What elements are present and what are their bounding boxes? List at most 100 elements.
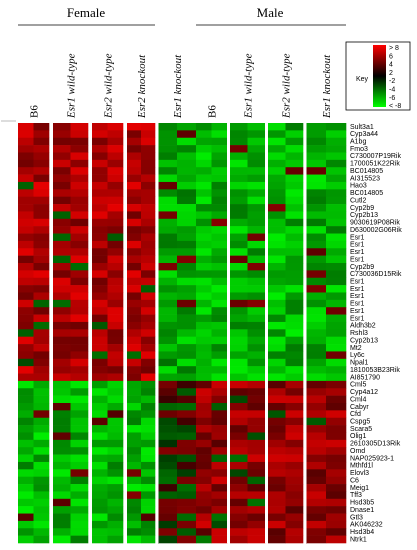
heatmap-cell [230, 307, 248, 315]
heatmap-cell [326, 447, 347, 455]
heatmap-cell [306, 403, 327, 411]
heatmap-cell [33, 373, 50, 382]
heatmap-cell [92, 204, 108, 212]
heatmap-cell [211, 417, 228, 426]
heatmap-cell [326, 351, 347, 360]
heatmap-cell [247, 167, 266, 175]
heatmap-cell [33, 277, 50, 286]
gene-label: A1bg [350, 138, 366, 145]
heatmap-cell [268, 240, 286, 249]
heatmap-cell [107, 181, 124, 190]
heatmap-cell [158, 461, 178, 470]
heatmap-cell [211, 454, 228, 463]
heatmap-cell [230, 366, 248, 374]
gene-label: Mthfd1l [350, 463, 373, 470]
heatmap-cell [33, 285, 50, 293]
heatmap-cell [306, 292, 327, 301]
heatmap-cell [196, 535, 212, 544]
heatmap-cell [177, 270, 197, 279]
heatmap-cell [53, 226, 71, 234]
heatmap-cell [92, 439, 108, 448]
heatmap-cell [107, 358, 124, 367]
heatmap-cell [33, 358, 50, 367]
heatmap-cell [53, 447, 71, 455]
heatmap-cell [247, 299, 266, 308]
heatmap-cell [196, 226, 212, 234]
heatmap-cell [230, 285, 248, 293]
heatmap-cell [285, 520, 304, 529]
heatmap-cell [196, 366, 212, 374]
heatmap-cell [211, 263, 228, 271]
heatmap-cell [230, 432, 248, 441]
gene-label: AI851790 [350, 374, 380, 381]
heatmap-cell [196, 240, 212, 249]
heatmap-cell [326, 277, 347, 286]
heatmap-cell [177, 498, 197, 507]
heatmap-cell [326, 425, 347, 433]
heatmap-cell [268, 248, 286, 256]
heatmap-cell [285, 373, 304, 382]
heatmap-cell [196, 461, 212, 470]
heatmap-cell [158, 277, 178, 286]
heatmap-cell [107, 263, 124, 271]
heatmap-cell [18, 307, 34, 315]
gene-label: BC014805 [350, 168, 383, 175]
heatmap-cell [247, 130, 266, 139]
heatmap-cell [211, 233, 228, 242]
heatmap-cell [18, 240, 34, 249]
heatmap-cell [18, 528, 34, 536]
heatmap-cell [127, 351, 142, 360]
heatmap-cell [107, 498, 124, 507]
heatmap-cell [107, 285, 124, 293]
heatmap-cell [70, 410, 89, 419]
heatmap-cell [70, 380, 89, 389]
heatmap-cell [92, 395, 108, 404]
heatmap-cell [211, 167, 228, 175]
heatmap-cell [127, 299, 142, 308]
heatmap-cell [33, 145, 50, 153]
heatmap-cell [127, 447, 142, 455]
heatmap-cell [127, 528, 142, 536]
heatmap-cell [53, 528, 71, 536]
heatmap-cell [211, 204, 228, 212]
heatmap-cell [107, 520, 124, 529]
heatmap-cell [268, 351, 286, 360]
heatmap-cell [53, 417, 71, 426]
heatmap-cell [196, 159, 212, 168]
heatmap-cell [158, 159, 178, 168]
heatmap-cell [196, 189, 212, 197]
heatmap-cell [92, 277, 108, 286]
heatmap-cell [141, 344, 156, 352]
heatmap-cell [177, 358, 197, 367]
heatmap-cell [53, 535, 71, 544]
heatmap-cell [247, 535, 266, 544]
heatmap-cell [230, 528, 248, 536]
heatmap-cell [53, 204, 71, 212]
heatmap-cell [33, 152, 50, 161]
heatmap-cell [177, 410, 197, 419]
heatmap-cell [268, 167, 286, 175]
gene-label: Esr1 [350, 234, 365, 241]
heatmap-cell [230, 469, 248, 477]
heatmap-cell [18, 159, 34, 168]
heatmap-cell [107, 491, 124, 500]
heatmap-cell [107, 513, 124, 522]
heatmap-cell [70, 366, 89, 374]
heatmap-cell [70, 277, 89, 286]
heatmap-cell [70, 491, 89, 500]
heatmap-cell [177, 145, 197, 153]
heatmap-cell [211, 344, 228, 352]
heatmap-cell [211, 314, 228, 323]
heatmap-cell [268, 263, 286, 271]
heatmap-cell [326, 491, 347, 500]
heatmap-cell [70, 248, 89, 256]
heatmap-cell [127, 366, 142, 374]
gene-label: Tff3 [350, 492, 362, 499]
heatmap-cell [196, 218, 212, 227]
heatmap-cell [177, 476, 197, 485]
heatmap-cell [285, 454, 304, 463]
heatmap-cell [18, 174, 34, 183]
heatmap-cell [141, 130, 156, 139]
heatmap-cell [230, 358, 248, 367]
heatmap-cell [18, 535, 34, 544]
